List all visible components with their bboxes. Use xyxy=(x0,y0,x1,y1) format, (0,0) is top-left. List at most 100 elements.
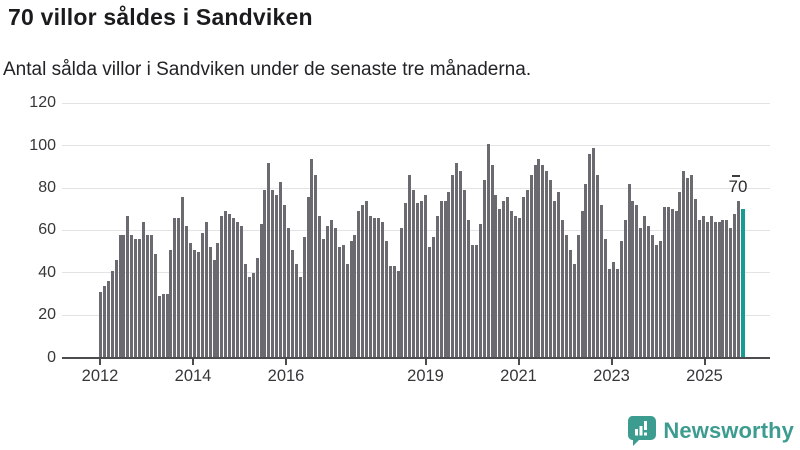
bar xyxy=(145,234,149,358)
bar xyxy=(192,249,196,358)
x-axis-tick-label: 2016 xyxy=(267,366,305,385)
gridline-80 xyxy=(62,187,770,189)
x-axis-tick xyxy=(99,358,101,365)
bar xyxy=(639,228,643,358)
bar xyxy=(463,190,467,358)
x-axis-tick xyxy=(517,358,520,365)
y-axis-tick-label: 60 xyxy=(38,221,56,239)
bar xyxy=(662,207,666,358)
bar xyxy=(294,264,298,358)
bar xyxy=(674,211,678,358)
bar xyxy=(161,294,165,358)
bar xyxy=(623,219,627,358)
bar xyxy=(396,270,400,358)
bar xyxy=(592,147,596,358)
bar xyxy=(126,215,130,358)
bar xyxy=(310,158,314,358)
bar xyxy=(533,164,537,358)
bar xyxy=(153,253,157,358)
bar xyxy=(326,226,330,358)
bar xyxy=(474,245,478,358)
bar xyxy=(329,219,333,358)
page-title: 70 villor såldes i Sandviken xyxy=(8,4,313,30)
bar xyxy=(369,215,373,358)
bar xyxy=(482,179,486,358)
bar xyxy=(494,194,498,358)
bar xyxy=(110,270,114,358)
bar xyxy=(173,217,177,358)
bar xyxy=(459,171,463,358)
bar xyxy=(239,226,243,358)
bar xyxy=(373,217,377,358)
bar xyxy=(713,222,717,358)
bar xyxy=(251,272,255,358)
bar xyxy=(729,228,733,358)
x-axis-tick-label: 2021 xyxy=(500,366,537,385)
bar xyxy=(427,247,431,358)
bar xyxy=(122,234,126,358)
bar xyxy=(568,249,572,358)
bar xyxy=(549,179,553,358)
bar xyxy=(686,177,690,358)
bar xyxy=(400,228,404,358)
bar xyxy=(521,196,525,358)
y-axis-tick-label: 100 xyxy=(29,136,56,154)
bar xyxy=(611,262,615,358)
bar xyxy=(666,207,670,358)
bar xyxy=(631,200,635,358)
bar xyxy=(220,215,224,358)
bar xyxy=(470,245,474,358)
bar xyxy=(600,205,604,358)
bar xyxy=(709,215,713,358)
bar xyxy=(619,241,623,358)
bar xyxy=(130,234,134,358)
bar xyxy=(513,215,517,358)
bar xyxy=(490,164,494,358)
bar xyxy=(733,213,737,358)
newsworthy-chart-bubble-icon xyxy=(628,415,657,446)
bar xyxy=(357,211,361,358)
bar xyxy=(698,219,701,358)
bar xyxy=(423,194,427,358)
bar xyxy=(255,258,259,358)
bar xyxy=(204,222,208,358)
x-axis-tick xyxy=(703,358,706,365)
bar xyxy=(196,251,200,358)
highlighted-bar xyxy=(741,209,746,358)
bar xyxy=(181,196,185,358)
bar xyxy=(365,200,369,358)
bar xyxy=(670,209,674,358)
bar xyxy=(412,190,416,358)
y-axis-tick-label: 40 xyxy=(38,263,56,281)
bar xyxy=(341,245,345,358)
x-axis-tick-label: 2019 xyxy=(407,366,444,385)
bar xyxy=(314,175,318,358)
bar xyxy=(615,268,619,358)
x-axis-tick xyxy=(192,358,194,365)
bar xyxy=(224,211,228,358)
bar xyxy=(717,222,721,358)
bar xyxy=(189,243,193,358)
bar xyxy=(651,234,654,358)
bar xyxy=(580,211,584,358)
bar xyxy=(306,196,310,358)
bar xyxy=(498,209,502,358)
bar xyxy=(165,294,169,358)
bar xyxy=(302,236,306,358)
bar xyxy=(376,217,380,358)
bar xyxy=(541,164,545,358)
y-axis-tick-label: 80 xyxy=(38,179,56,197)
bar xyxy=(701,215,705,358)
bar xyxy=(243,264,247,358)
bar xyxy=(228,213,232,358)
bar xyxy=(114,260,118,358)
bar xyxy=(439,200,443,358)
bar xyxy=(337,247,341,358)
bar xyxy=(208,247,212,358)
bar xyxy=(142,222,146,358)
bar xyxy=(705,222,709,358)
bar xyxy=(247,277,251,358)
bar xyxy=(333,228,337,358)
x-axis-tick-label: 2014 xyxy=(174,366,212,385)
